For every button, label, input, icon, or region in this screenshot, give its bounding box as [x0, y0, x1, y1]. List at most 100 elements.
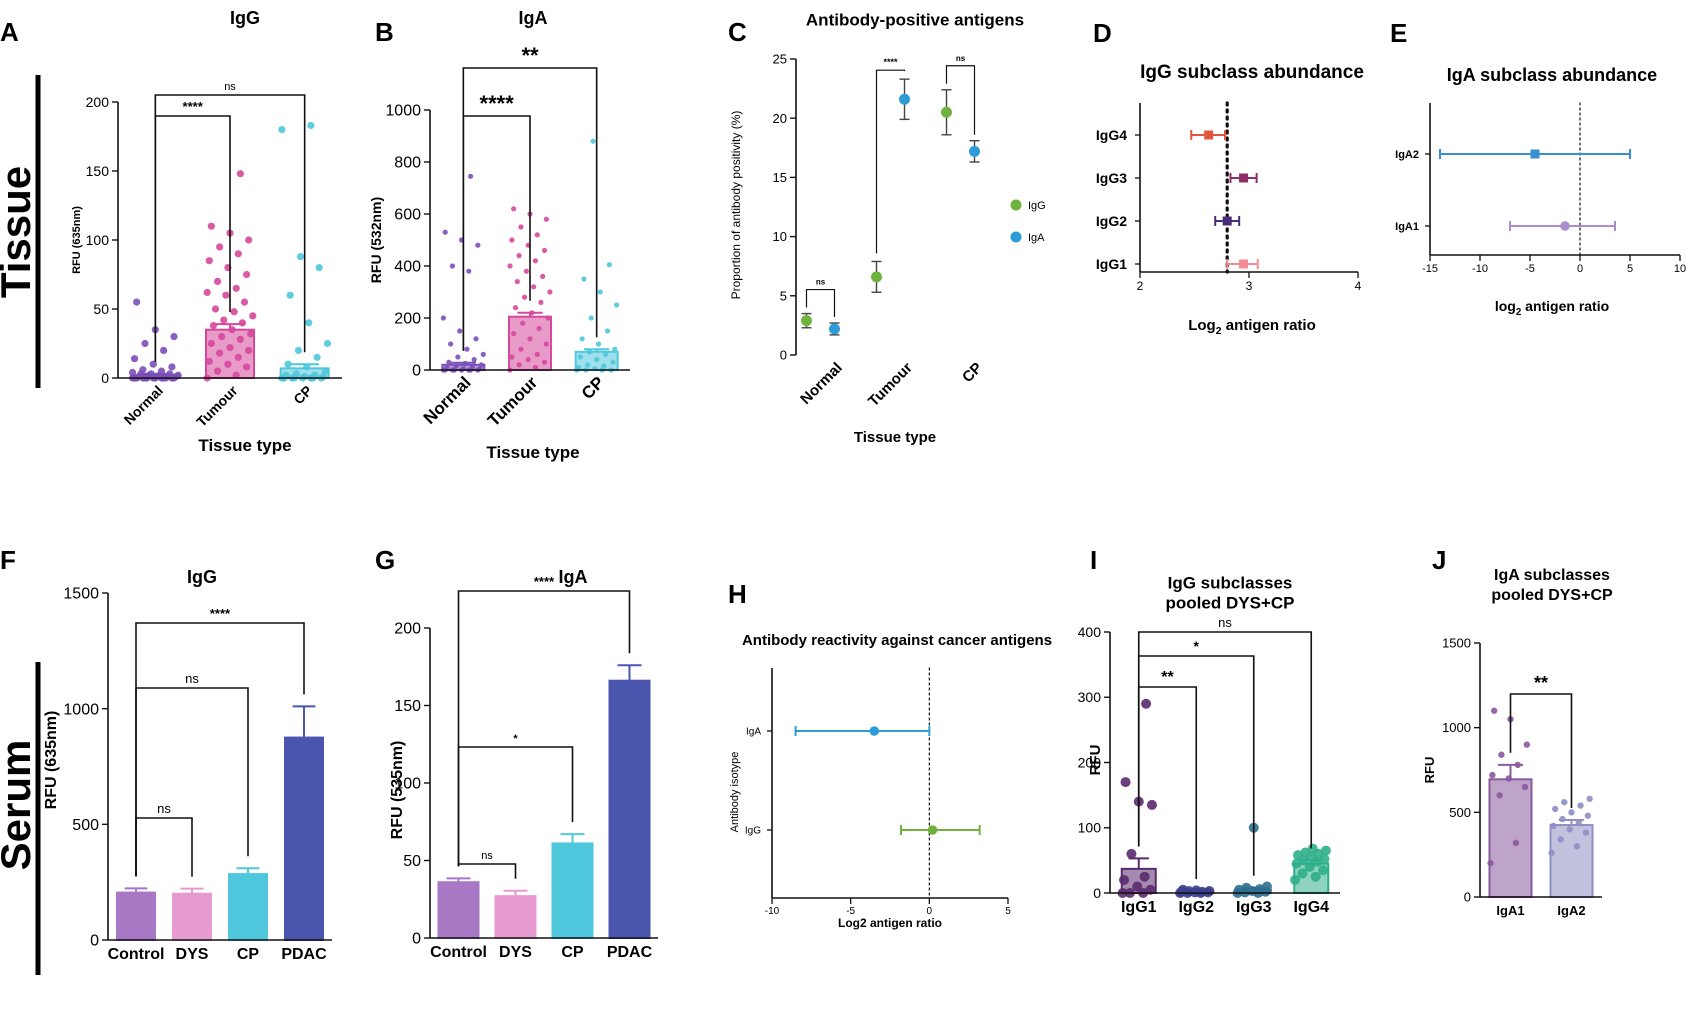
x-tick-label: IgA1 — [1496, 903, 1524, 918]
point-estimate — [1222, 216, 1232, 226]
data-point — [536, 325, 542, 331]
y-tick-label: 1000 — [385, 103, 421, 120]
data-point — [1498, 751, 1505, 758]
data-point — [516, 253, 522, 259]
y-tick-label: 100 — [1078, 820, 1102, 836]
significance-label: ns — [224, 81, 236, 93]
y-tick-label: 400 — [394, 259, 421, 276]
data-point — [594, 357, 600, 363]
y-tick-label: 0 — [1093, 885, 1101, 901]
bar — [205, 328, 255, 380]
data-point — [1496, 792, 1503, 799]
data-point — [213, 277, 222, 285]
data-point — [1146, 799, 1157, 810]
x-tick-label: Normal — [797, 359, 846, 408]
chart-title: Antibody reactivity against cancer antig… — [742, 632, 1052, 649]
panel-label: F — [0, 545, 16, 575]
data-point — [521, 294, 528, 300]
significance-label: **** — [210, 606, 231, 621]
x-tick-label: 5 — [1627, 263, 1633, 275]
chart-panel-C: C Antibody-positive antigens 0 5 10 15 20 25 Nor… — [728, 10, 1046, 446]
data-point — [1566, 826, 1573, 833]
panel-label: E — [1390, 18, 1407, 48]
significance-label: * — [513, 733, 518, 745]
x-tick-label: PDAC — [281, 946, 327, 963]
data-point — [315, 264, 323, 272]
y-axis-title: RFU — [1087, 745, 1104, 776]
data-point — [147, 370, 155, 378]
row-label: IgG2 — [1096, 213, 1127, 229]
data-point — [512, 305, 519, 311]
x-axis-title: Tissue type — [198, 436, 291, 455]
y-tick-label: 1500 — [1442, 636, 1471, 651]
data-point — [1307, 843, 1318, 854]
data-point — [216, 243, 224, 251]
x-axis-title: Log2 antigen ratio — [838, 916, 942, 930]
point-estimate — [1239, 173, 1249, 183]
x-tick-label: CP — [959, 359, 986, 386]
data-point — [313, 353, 321, 361]
y-tick-label: 0 — [412, 931, 421, 948]
data-point — [139, 366, 147, 374]
data-point — [1120, 777, 1131, 788]
point-estimate — [1239, 259, 1249, 269]
chart-title: Antibody-positive antigens — [806, 10, 1024, 29]
y-tick-label: 5 — [780, 288, 787, 303]
x-tick-label: -10 — [765, 906, 780, 917]
x-tick-label: IgG3 — [1236, 899, 1272, 916]
panel-label: G — [375, 545, 395, 575]
row-label: IgG4 — [1096, 127, 1127, 143]
panel-label: H — [728, 579, 747, 609]
significance-bracket — [945, 65, 976, 135]
y-axis-title: Proportion of antibody positivity (%) — [729, 111, 743, 300]
data-point — [1577, 802, 1584, 809]
legend-marker — [1010, 199, 1022, 211]
data-point — [531, 284, 537, 290]
row-label-serum: Serum — [0, 740, 39, 871]
data-point — [1568, 809, 1575, 816]
y-tick-label: 20 — [773, 111, 787, 126]
x-tick-label: Control — [430, 944, 487, 961]
data-point — [1573, 843, 1581, 850]
row-label: IgG — [745, 826, 761, 837]
data-point — [216, 349, 224, 357]
bar — [284, 736, 324, 941]
data-point — [301, 373, 309, 381]
x-axis-title: Tissue type — [854, 429, 936, 446]
y-axis-title: RFU (532nm) — [368, 197, 384, 283]
significance-label: ** — [521, 43, 539, 68]
data-point — [480, 351, 486, 357]
point-estimate — [1530, 149, 1540, 159]
data-point — [969, 145, 980, 157]
data-point — [1132, 881, 1143, 892]
data-point — [516, 362, 522, 368]
bar — [228, 873, 268, 942]
y-axis-title: RFU (535nm) — [389, 741, 406, 840]
data-point — [228, 326, 236, 334]
data-point — [547, 289, 553, 295]
data-point — [464, 346, 470, 352]
significance-label: **** — [534, 574, 555, 589]
data-point — [543, 341, 549, 347]
data-point — [532, 364, 539, 370]
data-point — [581, 276, 587, 282]
y-tick-label: 1000 — [1442, 720, 1471, 735]
significance-bracket — [457, 590, 631, 867]
data-point — [133, 298, 141, 306]
chart-title: IgG — [230, 8, 260, 28]
x-tick-label: PDAC — [607, 944, 653, 961]
chart-panel-D: D IgG subclass abundance 2 3 4 IgG4 IgG3 IgG2 Ig… — [1093, 18, 1364, 337]
data-point — [236, 335, 244, 343]
data-point — [584, 362, 591, 368]
data-point — [205, 257, 213, 265]
data-point — [1141, 698, 1152, 709]
y-tick-label: 0 — [101, 370, 109, 386]
data-point — [222, 291, 230, 299]
y-tick-label: 200 — [1078, 754, 1102, 770]
data-point — [236, 170, 244, 178]
data-point — [1126, 848, 1137, 859]
data-point — [1521, 783, 1529, 791]
data-point — [1119, 874, 1130, 885]
data-point — [1204, 886, 1215, 897]
y-tick-label: 500 — [72, 817, 99, 834]
